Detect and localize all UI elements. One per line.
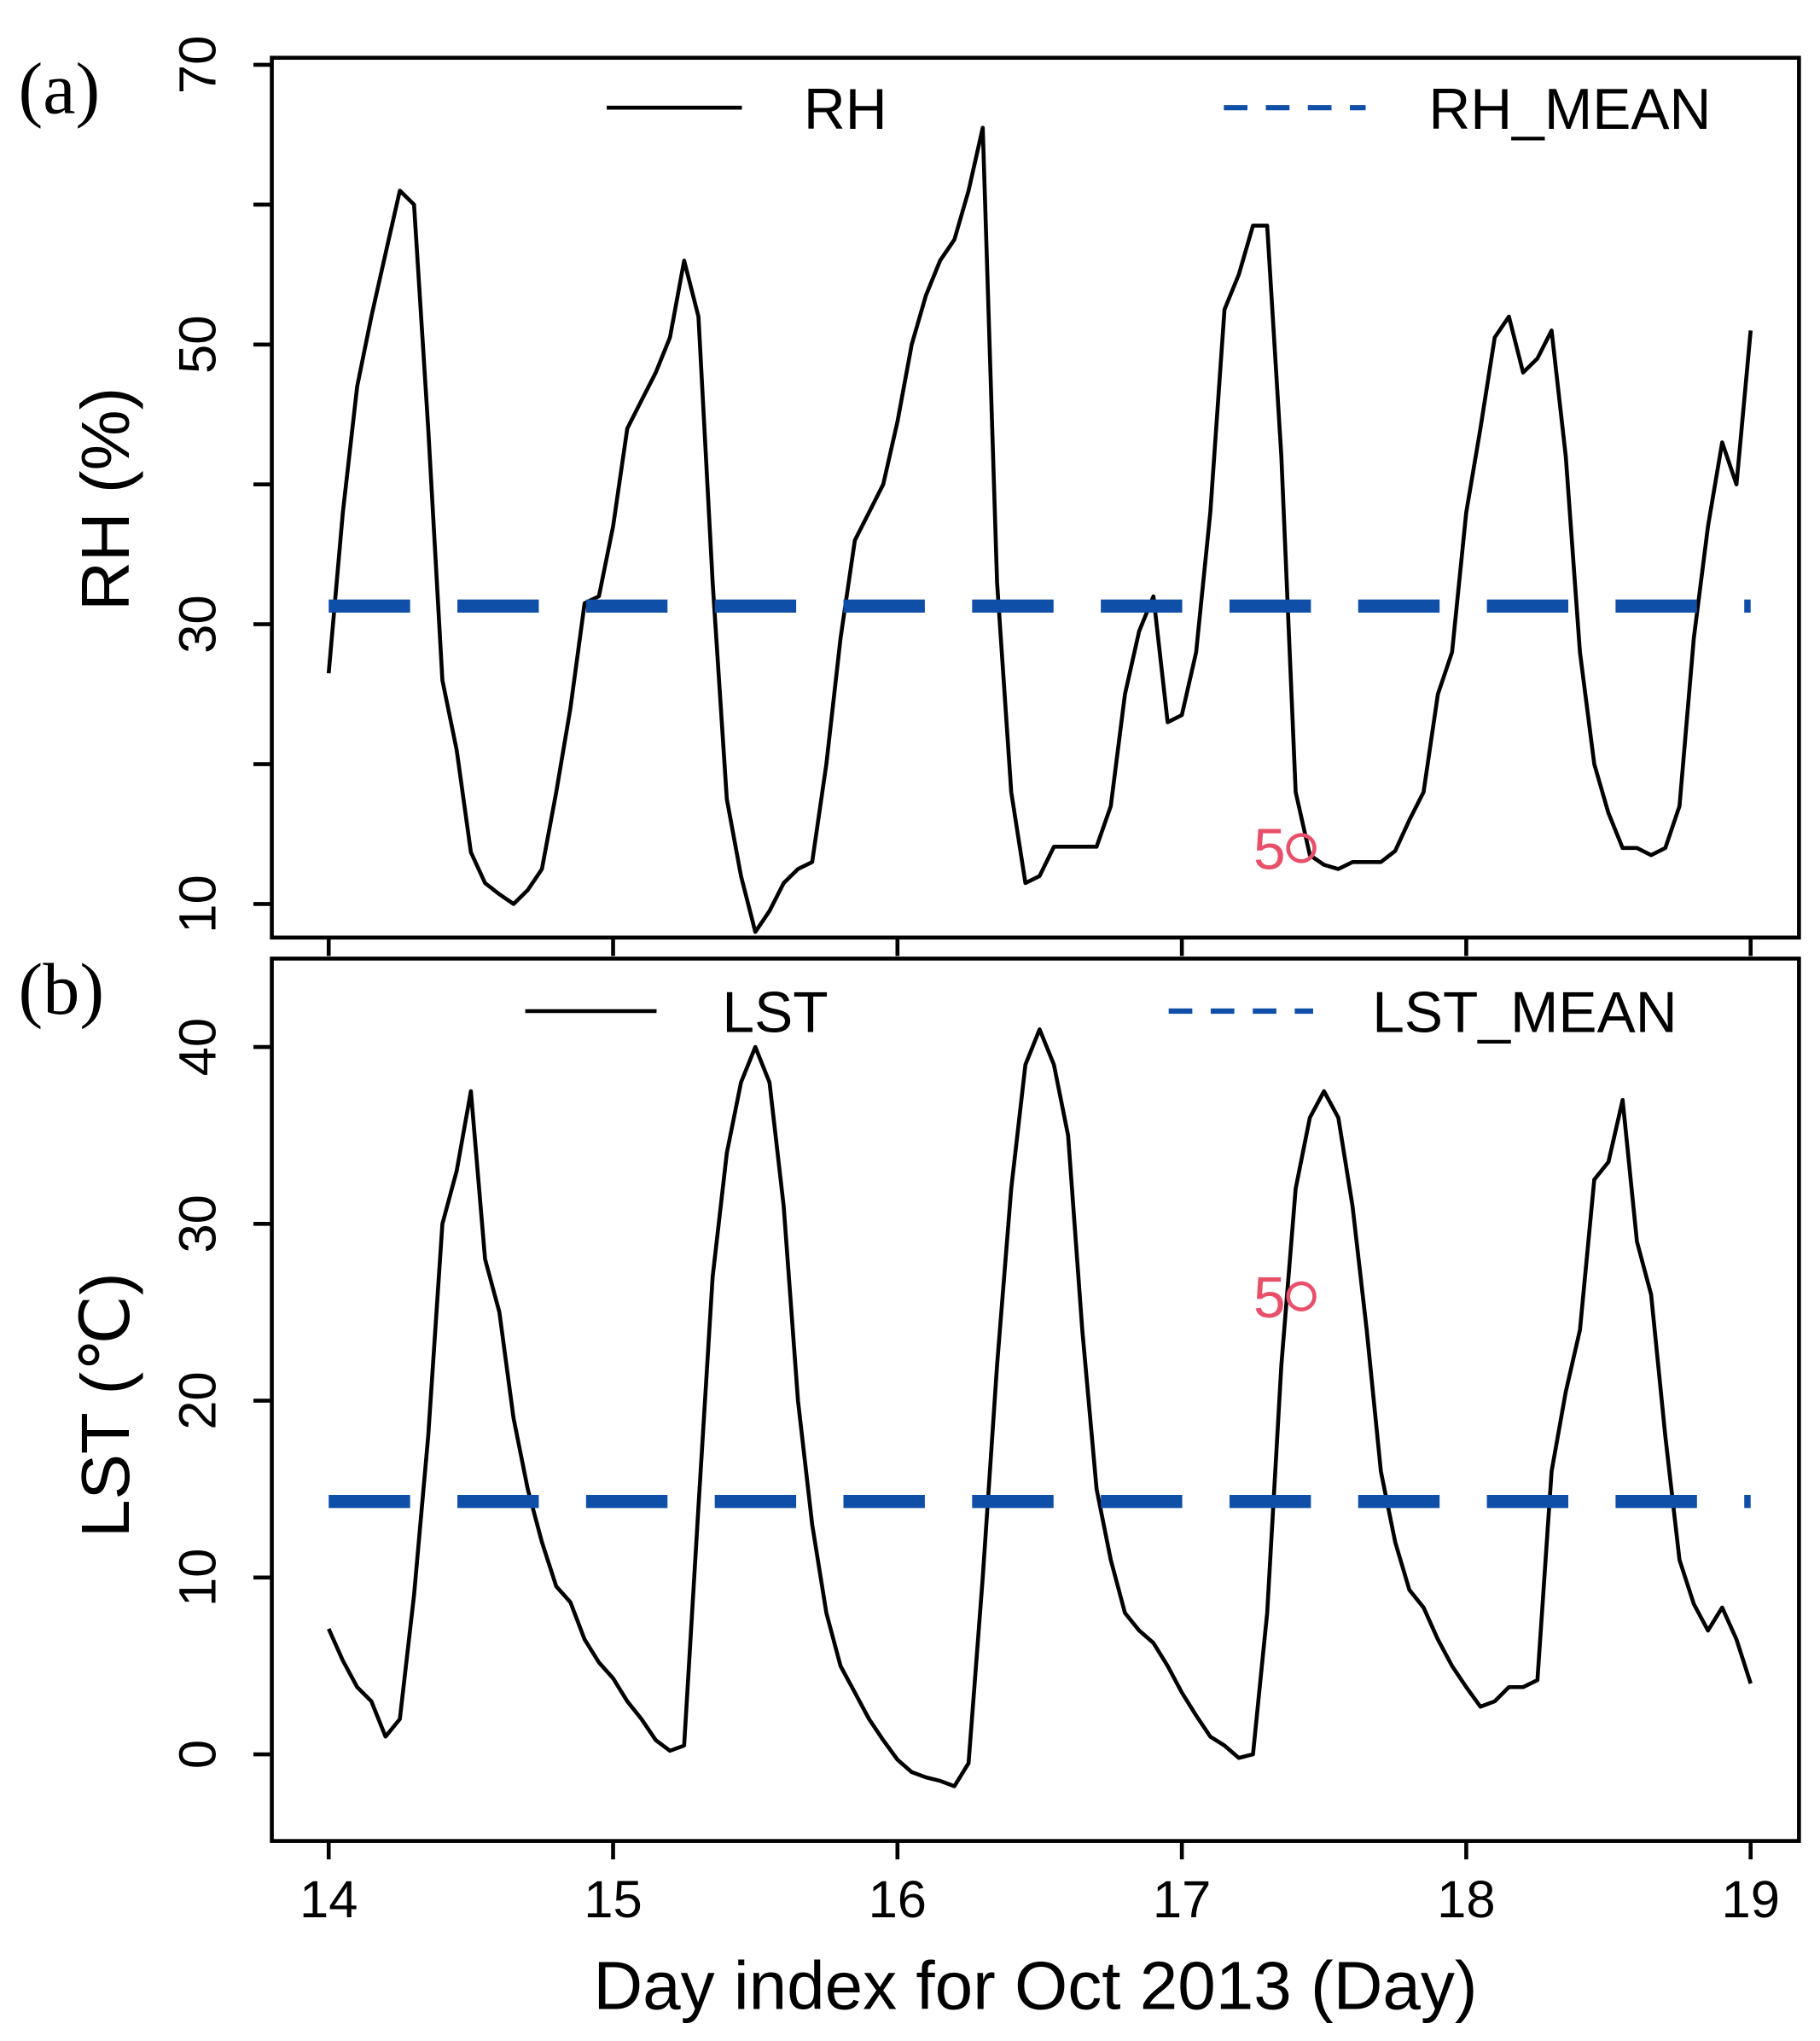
y-axis-label: RH (%) — [67, 387, 143, 611]
x-axis-label: Day index for Oct 2013 (Day) — [593, 1948, 1477, 2024]
y-tick-label: 20 — [168, 1371, 227, 1429]
y-tick-label: 30 — [168, 1195, 227, 1253]
y-axis-label: LST (℃) — [67, 1272, 143, 1538]
x-tick-label: 19 — [1721, 1870, 1779, 1929]
y-tick-label: 50 — [168, 316, 227, 374]
y-tick-label: 30 — [168, 595, 227, 653]
annotation-marker — [1286, 1281, 1317, 1311]
annotation-label: 5 — [1253, 818, 1286, 882]
annotation-marker — [1286, 833, 1317, 864]
plot-frame — [270, 957, 1801, 1843]
data-line — [327, 1027, 1753, 1788]
panel-label: (b) — [19, 948, 104, 1030]
legend-label: RH_MEAN — [1428, 78, 1711, 142]
y-tick-label: 10 — [168, 875, 227, 933]
y-tick-label: 10 — [168, 1549, 227, 1607]
panel-label: (a) — [19, 47, 101, 129]
x-tick-label: 18 — [1437, 1870, 1495, 1929]
x-tick-label: 16 — [869, 1870, 927, 1929]
x-tick-label: 17 — [1153, 1870, 1211, 1929]
legend-label: LST — [722, 981, 828, 1045]
legend-label: RH — [804, 78, 887, 142]
x-tick-label: 14 — [299, 1870, 358, 1929]
y-tick-label: 0 — [168, 1740, 227, 1769]
y-tick-label: 70 — [168, 36, 227, 94]
plot-frame — [270, 55, 1801, 940]
x-tick-label: 15 — [584, 1870, 642, 1929]
y-tick-label: 40 — [168, 1018, 227, 1076]
data-line — [326, 125, 1753, 934]
annotation-label: 5 — [1253, 1266, 1286, 1330]
legend-label: LST_MEAN — [1372, 981, 1677, 1045]
